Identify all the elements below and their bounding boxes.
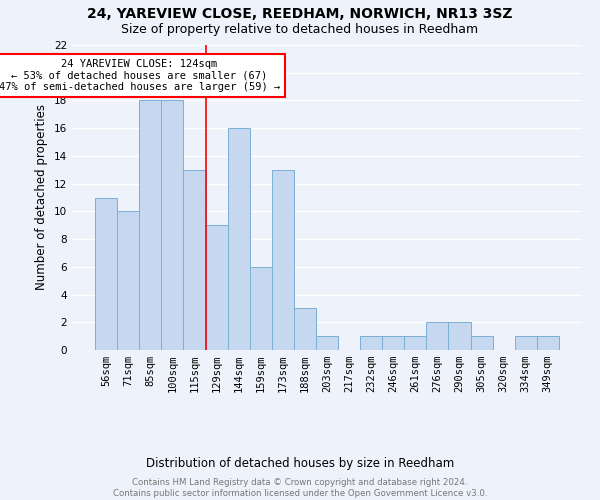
Bar [427,322,448,350]
Text: Distribution of detached houses by size in Reedham: Distribution of detached houses by size … [146,458,454,470]
Text: 24, YAREVIEW CLOSE, REEDHAM, NORWICH, NR13 3SZ: 24, YAREVIEW CLOSE, REEDHAM, NORWICH, NR… [87,8,513,22]
Bar [316,336,338,350]
Text: Size of property relative to detached houses in Reedham: Size of property relative to detached ho… [121,22,479,36]
Bar [206,225,227,350]
Text: Contains HM Land Registry data © Crown copyright and database right 2024.
Contai: Contains HM Land Registry data © Crown c… [113,478,487,498]
Bar [95,198,117,350]
Bar [139,100,161,350]
Bar [382,336,404,350]
Bar [227,128,250,350]
Bar [250,267,272,350]
Text: 24 YAREVIEW CLOSE: 124sqm
← 53% of detached houses are smaller (67)
47% of semi-: 24 YAREVIEW CLOSE: 124sqm ← 53% of detac… [0,59,280,92]
Bar [448,322,470,350]
Bar [404,336,427,350]
Bar [184,170,206,350]
Bar [470,336,493,350]
Bar [360,336,382,350]
Bar [117,212,139,350]
Bar [294,308,316,350]
Bar [515,336,537,350]
Bar [272,170,294,350]
Bar [161,100,184,350]
Y-axis label: Number of detached properties: Number of detached properties [35,104,49,290]
Bar [537,336,559,350]
